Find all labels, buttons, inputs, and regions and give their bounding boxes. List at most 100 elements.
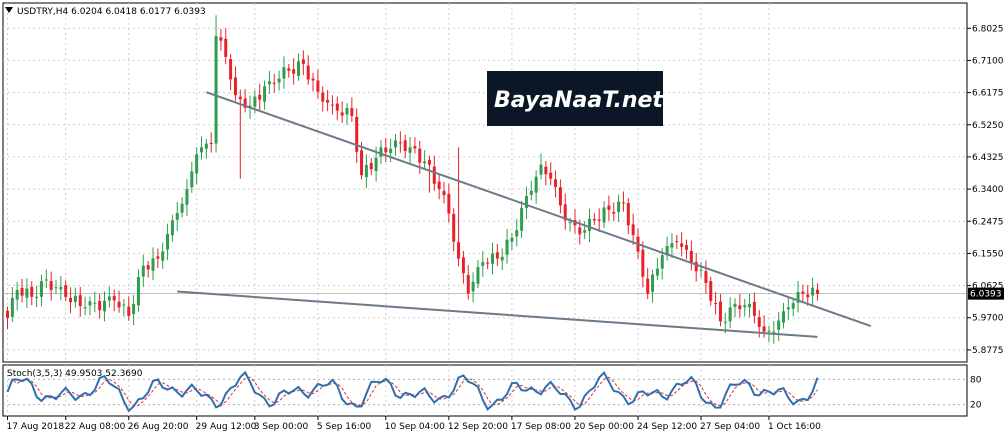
candle-body xyxy=(287,68,291,71)
candle-body xyxy=(738,305,742,310)
y-tick-label: 6.1550 xyxy=(972,249,1004,259)
candle-body xyxy=(418,148,422,163)
candle-body xyxy=(190,171,194,188)
candle-body xyxy=(476,267,480,284)
candle-body xyxy=(699,269,703,271)
candle-body xyxy=(689,250,693,263)
price-tag-label: 6.0393 xyxy=(970,290,1002,300)
candle-body xyxy=(78,295,82,307)
candle-body xyxy=(224,38,228,57)
candle-body xyxy=(93,302,97,304)
y-tick-label: 6.7100 xyxy=(972,56,1004,66)
x-tick-label: 12 Sep 20:00 xyxy=(448,422,508,432)
candle-body xyxy=(219,37,223,41)
candle-body xyxy=(801,291,805,294)
candle-body xyxy=(811,287,815,296)
candle-body xyxy=(117,301,121,308)
candle-body xyxy=(733,303,737,307)
candle-body xyxy=(364,165,368,178)
candle-body xyxy=(389,148,393,154)
trendline[interactable] xyxy=(206,91,872,328)
candle-body xyxy=(330,104,334,106)
x-tick-label: 20 Sep 00:00 xyxy=(574,422,634,432)
y-tick-label: 6.3400 xyxy=(972,185,1004,195)
candle-body xyxy=(704,271,708,283)
candle-body xyxy=(442,190,446,196)
candle-body xyxy=(791,303,795,309)
candle-body xyxy=(272,82,276,84)
candle-body xyxy=(127,306,131,317)
price-tag-box xyxy=(968,287,1004,300)
candles xyxy=(6,15,819,344)
candle-body xyxy=(757,317,761,327)
stoch-lines xyxy=(6,370,819,413)
candle-body xyxy=(355,116,359,152)
candle-body xyxy=(335,103,339,111)
candle-body xyxy=(578,227,582,235)
candle-body xyxy=(767,330,771,332)
x-tick-label: 1 Oct 16:00 xyxy=(768,422,821,432)
candle-body xyxy=(427,159,431,165)
candle-body xyxy=(680,243,684,247)
candle-body xyxy=(588,218,591,232)
candle-body xyxy=(107,296,111,301)
candle-body xyxy=(621,202,625,204)
main-plot-frame xyxy=(2,2,968,363)
candle-body xyxy=(103,300,106,312)
candle-body xyxy=(529,190,533,195)
candle-body xyxy=(520,207,524,231)
candle-body xyxy=(534,176,538,193)
candle-body xyxy=(743,305,747,308)
candle-body xyxy=(457,242,461,259)
candle-body xyxy=(316,80,320,92)
candle-body xyxy=(806,294,810,298)
candle-body xyxy=(752,301,756,316)
candle-body xyxy=(549,172,553,179)
candle-body xyxy=(563,204,567,221)
x-tick-label: 26 Aug 20:00 xyxy=(128,422,189,432)
candle-body xyxy=(59,286,63,290)
candle-body xyxy=(267,81,271,85)
x-tick-label: 29 Aug 12:00 xyxy=(196,422,257,432)
candle-body xyxy=(544,166,548,175)
candle-body xyxy=(592,218,596,221)
candle-body xyxy=(156,256,160,259)
candle-body xyxy=(69,297,73,303)
candle-body xyxy=(98,301,102,311)
candle-body xyxy=(170,220,174,236)
candle-body xyxy=(394,140,397,148)
candle-body xyxy=(646,278,650,294)
candle-body xyxy=(665,246,669,255)
candle-body xyxy=(510,237,514,242)
y-tick-label: 6.2475 xyxy=(972,217,1004,227)
candle-body xyxy=(612,211,616,214)
triangle-down-icon[interactable] xyxy=(5,7,13,13)
candle-body xyxy=(15,289,19,300)
candle-body xyxy=(728,307,732,322)
candle-body xyxy=(263,86,267,102)
candle-body xyxy=(486,262,490,264)
stoch-level-20: 20 xyxy=(970,401,982,411)
candle-body xyxy=(772,331,776,333)
candle-body xyxy=(558,187,562,206)
candle-body xyxy=(452,213,456,242)
candle-body xyxy=(292,69,296,74)
candle-body xyxy=(25,288,29,298)
candle-body xyxy=(204,143,208,149)
watermark-text: BayaNaaT.net xyxy=(494,88,664,113)
candle-body xyxy=(146,265,150,270)
candle-body xyxy=(651,274,655,292)
symbol-info: USDTRY,H4 6.0204 6.0418 6.0177 6.0393 xyxy=(17,7,206,17)
candle-body xyxy=(583,230,587,233)
stoch-label: Stoch(3,5,3) 49.9503 52.3690 xyxy=(7,369,143,379)
candle-body xyxy=(491,253,494,264)
candle-body xyxy=(277,78,281,83)
trendline[interactable] xyxy=(177,290,818,338)
candle-body xyxy=(714,302,718,304)
candle-body xyxy=(64,285,68,297)
candle-body xyxy=(554,179,558,188)
candle-body xyxy=(762,326,766,332)
candle-body xyxy=(326,99,330,103)
